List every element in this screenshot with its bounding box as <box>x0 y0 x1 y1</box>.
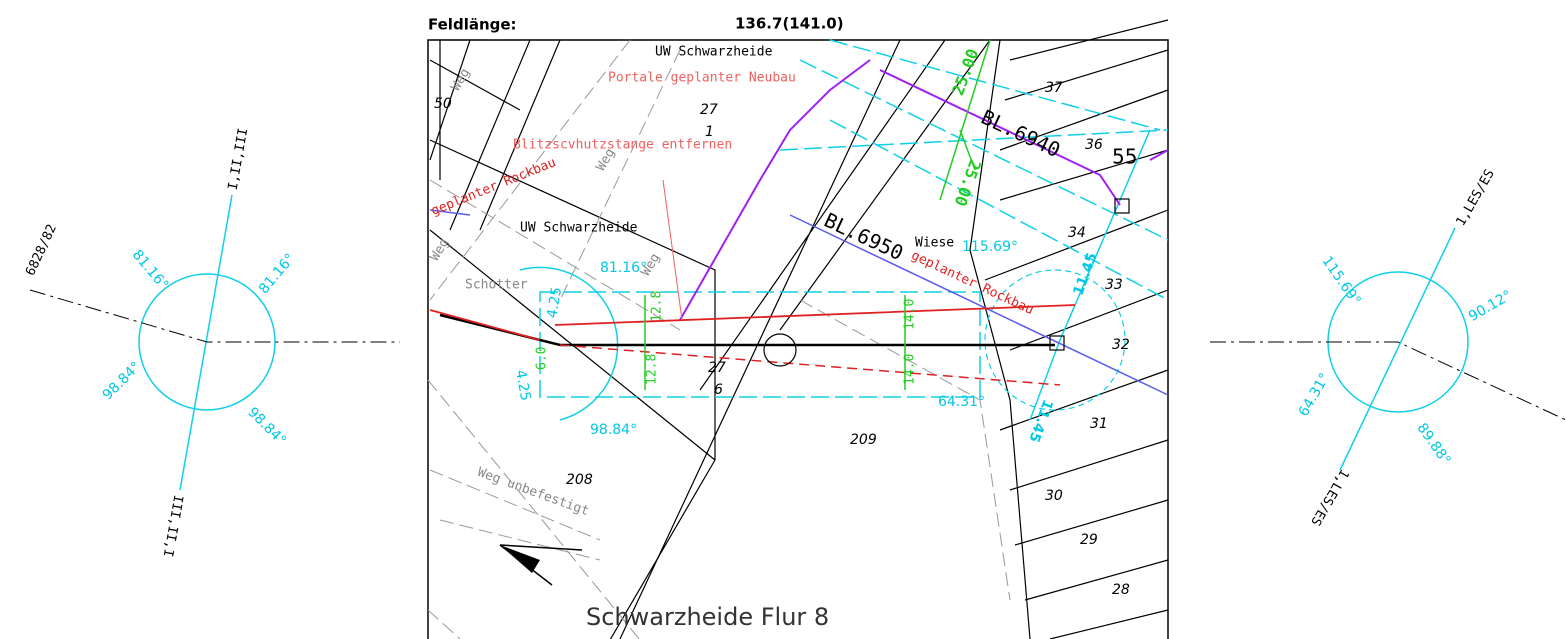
plan-label: BL.6940 <box>978 105 1065 162</box>
top-label: 1,LES/ES <box>1454 167 1498 229</box>
plan-label: 11.45 <box>1025 397 1055 444</box>
plan-label: 25.00 <box>948 46 982 98</box>
plan-label: 12.8 <box>650 291 665 322</box>
angle: 98.84° <box>100 359 145 404</box>
plan-label: 98.84° <box>590 422 637 438</box>
parcel: 32 <box>1112 337 1130 353</box>
plan-label: Portale geplanter Neubau <box>608 71 796 86</box>
parcel: 29 <box>1080 532 1098 548</box>
parcel: 36 <box>1085 137 1103 153</box>
plan-label: 27 <box>708 360 726 376</box>
left-symbol: 6828/82 I,II,III III,II,I 81.16° 81.16° … <box>23 127 400 558</box>
plan-label: 6.0 <box>535 347 550 370</box>
plan-label: 209 <box>850 432 877 448</box>
plan <box>428 20 1168 639</box>
bottom-label: 1,LES/ES <box>1307 466 1351 528</box>
angle: 81.16° <box>129 247 172 293</box>
angle: 81.16° <box>256 251 299 297</box>
plan-label: 14.0 <box>903 354 918 385</box>
plan-label: Weg <box>449 66 474 94</box>
parcel: 33 <box>1105 277 1123 293</box>
top-label: I,II,III <box>226 127 252 191</box>
angle: 98.84° <box>244 404 289 449</box>
drawing: Feldlänge: 136.7(141.0) 6828/82 I,II,III… <box>0 0 1566 639</box>
parcel: 55 <box>1112 145 1137 169</box>
bottom-label: III,II,I <box>160 494 186 558</box>
plan-label: Schotter <box>465 278 528 293</box>
plan-label: 64.31° <box>938 394 985 410</box>
plan-label: Schwarzheide Flur 8 <box>586 603 829 631</box>
angle: 90.12° <box>1466 288 1515 325</box>
plan-label: 208 <box>566 472 593 488</box>
parcel: 31 <box>1090 416 1108 432</box>
field-length-label: Feldlänge: <box>428 16 517 34</box>
angle: 89.88° <box>1413 420 1453 468</box>
parcel: 34 <box>1068 225 1086 241</box>
plan-label: 27 <box>700 102 718 118</box>
right-symbol: 1,LES/ES 1,LES/ES 115.69° 90.12° 64.31° … <box>1210 167 1566 528</box>
plan-label: 12.8 <box>645 354 660 385</box>
parcel: 28 <box>1112 582 1130 598</box>
plan-label: 4.25 <box>544 286 565 319</box>
angle: 64.31° <box>1296 371 1333 420</box>
plan-label: Wiese <box>915 236 954 251</box>
plan-label: Blitzscvhutzstange entfernen <box>513 138 732 153</box>
plan-label: Weg <box>428 236 453 264</box>
plan-label: UW Schwarzheide <box>520 221 638 236</box>
plan-label: 11.45 <box>1070 251 1100 298</box>
field-length-value: 136.7(141.0) <box>735 15 844 33</box>
parcel: 30 <box>1045 488 1063 504</box>
plan-label: 115.69° <box>962 239 1018 255</box>
plan-label: 4.25 <box>512 369 533 402</box>
plan-label: 50 <box>434 96 452 112</box>
plan-label: UW Schwarzheide <box>655 45 773 60</box>
line-label: 6828/82 <box>23 222 60 278</box>
plan-label: geplanter Rockbau <box>429 155 558 219</box>
parcel: 37 <box>1045 80 1063 96</box>
plan-label: 6 <box>714 382 723 398</box>
plan-label: 14.0 <box>903 299 918 330</box>
